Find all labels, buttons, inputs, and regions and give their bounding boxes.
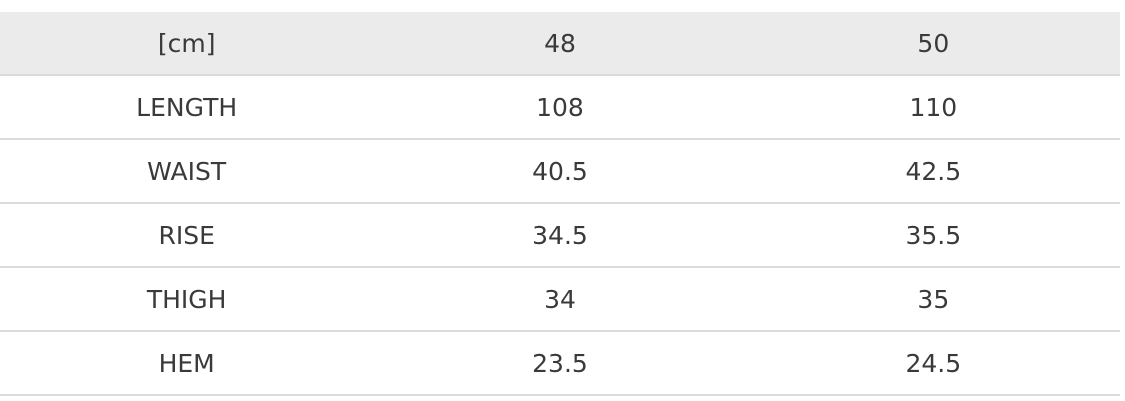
table-row: THIGH 34 35: [0, 267, 1120, 332]
measure-value: 108: [373, 75, 747, 140]
measure-label: LENGTH: [0, 75, 374, 140]
measure-label: THIGH: [0, 267, 374, 332]
measure-value: 35: [746, 267, 1120, 332]
measure-value: 24.5: [746, 331, 1120, 396]
measure-value: 34.5: [373, 203, 747, 268]
unit-header: [cm]: [0, 12, 374, 76]
table-row: WAIST 40.5 42.5: [0, 139, 1120, 204]
size-header: 50: [746, 12, 1120, 76]
measure-value: 40.5: [373, 139, 747, 204]
size-header: 48: [373, 12, 747, 76]
measure-label: WAIST: [0, 139, 374, 204]
measure-value: 34: [373, 267, 747, 332]
table-row: LENGTH 108 110: [0, 75, 1120, 140]
measure-value: 110: [746, 75, 1120, 140]
measure-value: 23.5: [373, 331, 747, 396]
size-chart-table: [cm] 48 50 LENGTH 108 110 WAIST 40.5 42.…: [0, 12, 1120, 396]
measure-value: 42.5: [746, 139, 1120, 204]
measure-value: 35.5: [746, 203, 1120, 268]
measure-label: RISE: [0, 203, 374, 268]
table-row: RISE 34.5 35.5: [0, 203, 1120, 268]
table-row: HEM 23.5 24.5: [0, 331, 1120, 396]
header-row: [cm] 48 50: [0, 12, 1120, 76]
measure-label: HEM: [0, 331, 374, 396]
